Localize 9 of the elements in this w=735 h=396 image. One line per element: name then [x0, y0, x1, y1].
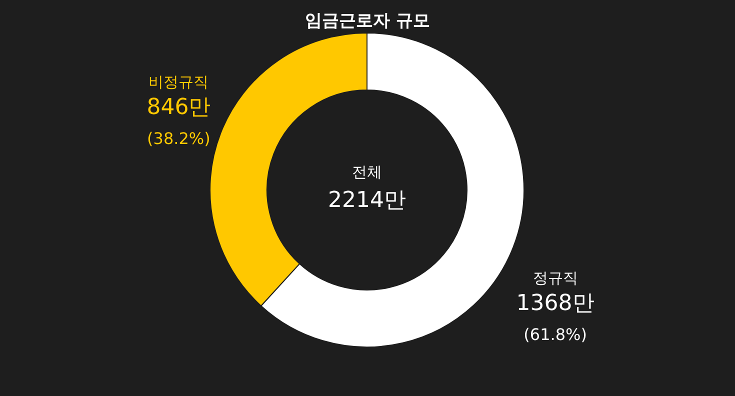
data-label: 1368만 [516, 291, 594, 316]
slice-label: 비정규직 [148, 72, 209, 91]
data-label: 846만 [146, 94, 211, 120]
text: 전체 [352, 163, 382, 181]
chart-title: 임금근로자 규모 [305, 11, 430, 31]
text: 2214만 [328, 188, 406, 213]
text: (61.8%) [524, 325, 587, 344]
text: (38.2%) [147, 128, 210, 148]
slice-label: 정규직 [532, 269, 578, 288]
